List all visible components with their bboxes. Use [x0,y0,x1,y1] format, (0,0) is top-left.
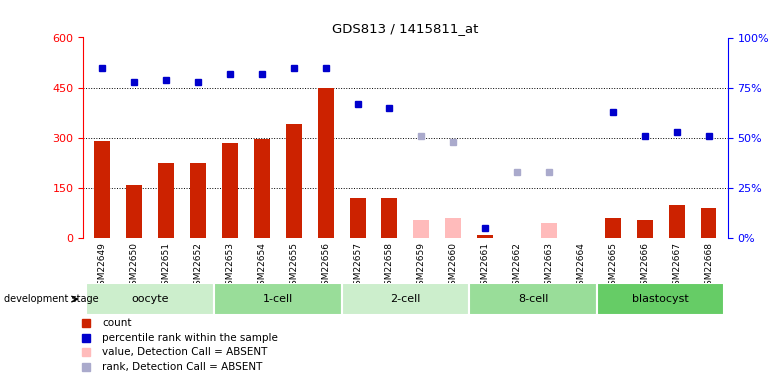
Text: GSM22656: GSM22656 [321,242,330,291]
Text: count: count [102,318,132,328]
Bar [342,283,469,315]
Text: GSM22651: GSM22651 [162,242,171,291]
Bar [318,88,333,238]
Text: rank, Detection Call = ABSENT: rank, Detection Call = ABSENT [102,362,263,372]
Bar [190,163,206,238]
Bar [445,218,461,238]
Bar [86,283,214,315]
Text: 8-cell: 8-cell [518,294,548,304]
Text: oocyte: oocyte [132,294,169,304]
Bar [668,205,685,238]
Text: blastocyst: blastocyst [632,294,689,304]
Bar [701,208,716,238]
Text: GSM22657: GSM22657 [353,242,362,291]
Text: GSM22667: GSM22667 [672,242,681,291]
Title: GDS813 / 1415811_at: GDS813 / 1415811_at [332,22,479,35]
Bar [597,283,725,315]
Bar [286,124,302,238]
Bar [604,218,621,238]
Bar [350,198,366,238]
Bar [254,140,270,238]
Text: GSM22662: GSM22662 [513,242,521,291]
Text: GSM22661: GSM22661 [480,242,490,291]
Text: 1-cell: 1-cell [263,294,293,304]
Text: GSM22655: GSM22655 [290,242,298,291]
Text: percentile rank within the sample: percentile rank within the sample [102,333,279,343]
Text: development stage: development stage [4,294,99,304]
Text: GSM22650: GSM22650 [129,242,139,291]
Text: GSM22666: GSM22666 [640,242,649,291]
Bar [381,198,397,238]
Bar [637,220,653,238]
Text: GSM22659: GSM22659 [417,242,426,291]
Text: value, Detection Call = ABSENT: value, Detection Call = ABSENT [102,347,268,357]
Text: 2-cell: 2-cell [390,294,420,304]
Bar [126,184,142,238]
Text: GSM22668: GSM22668 [704,242,713,291]
Bar [469,283,597,315]
Bar [95,141,110,238]
Bar [222,143,238,238]
Text: GSM22653: GSM22653 [226,242,234,291]
Bar [158,163,174,238]
Bar [214,283,342,315]
Text: GSM22660: GSM22660 [449,242,457,291]
Text: GSM22654: GSM22654 [257,242,266,291]
Bar [413,220,430,238]
Text: GSM22652: GSM22652 [193,242,203,291]
Bar [477,235,493,238]
Bar [541,223,557,238]
Text: GSM22658: GSM22658 [385,242,394,291]
Text: GSM22665: GSM22665 [608,242,618,291]
Text: GSM22663: GSM22663 [544,242,554,291]
Text: GSM22664: GSM22664 [577,242,585,291]
Text: GSM22649: GSM22649 [98,242,107,291]
